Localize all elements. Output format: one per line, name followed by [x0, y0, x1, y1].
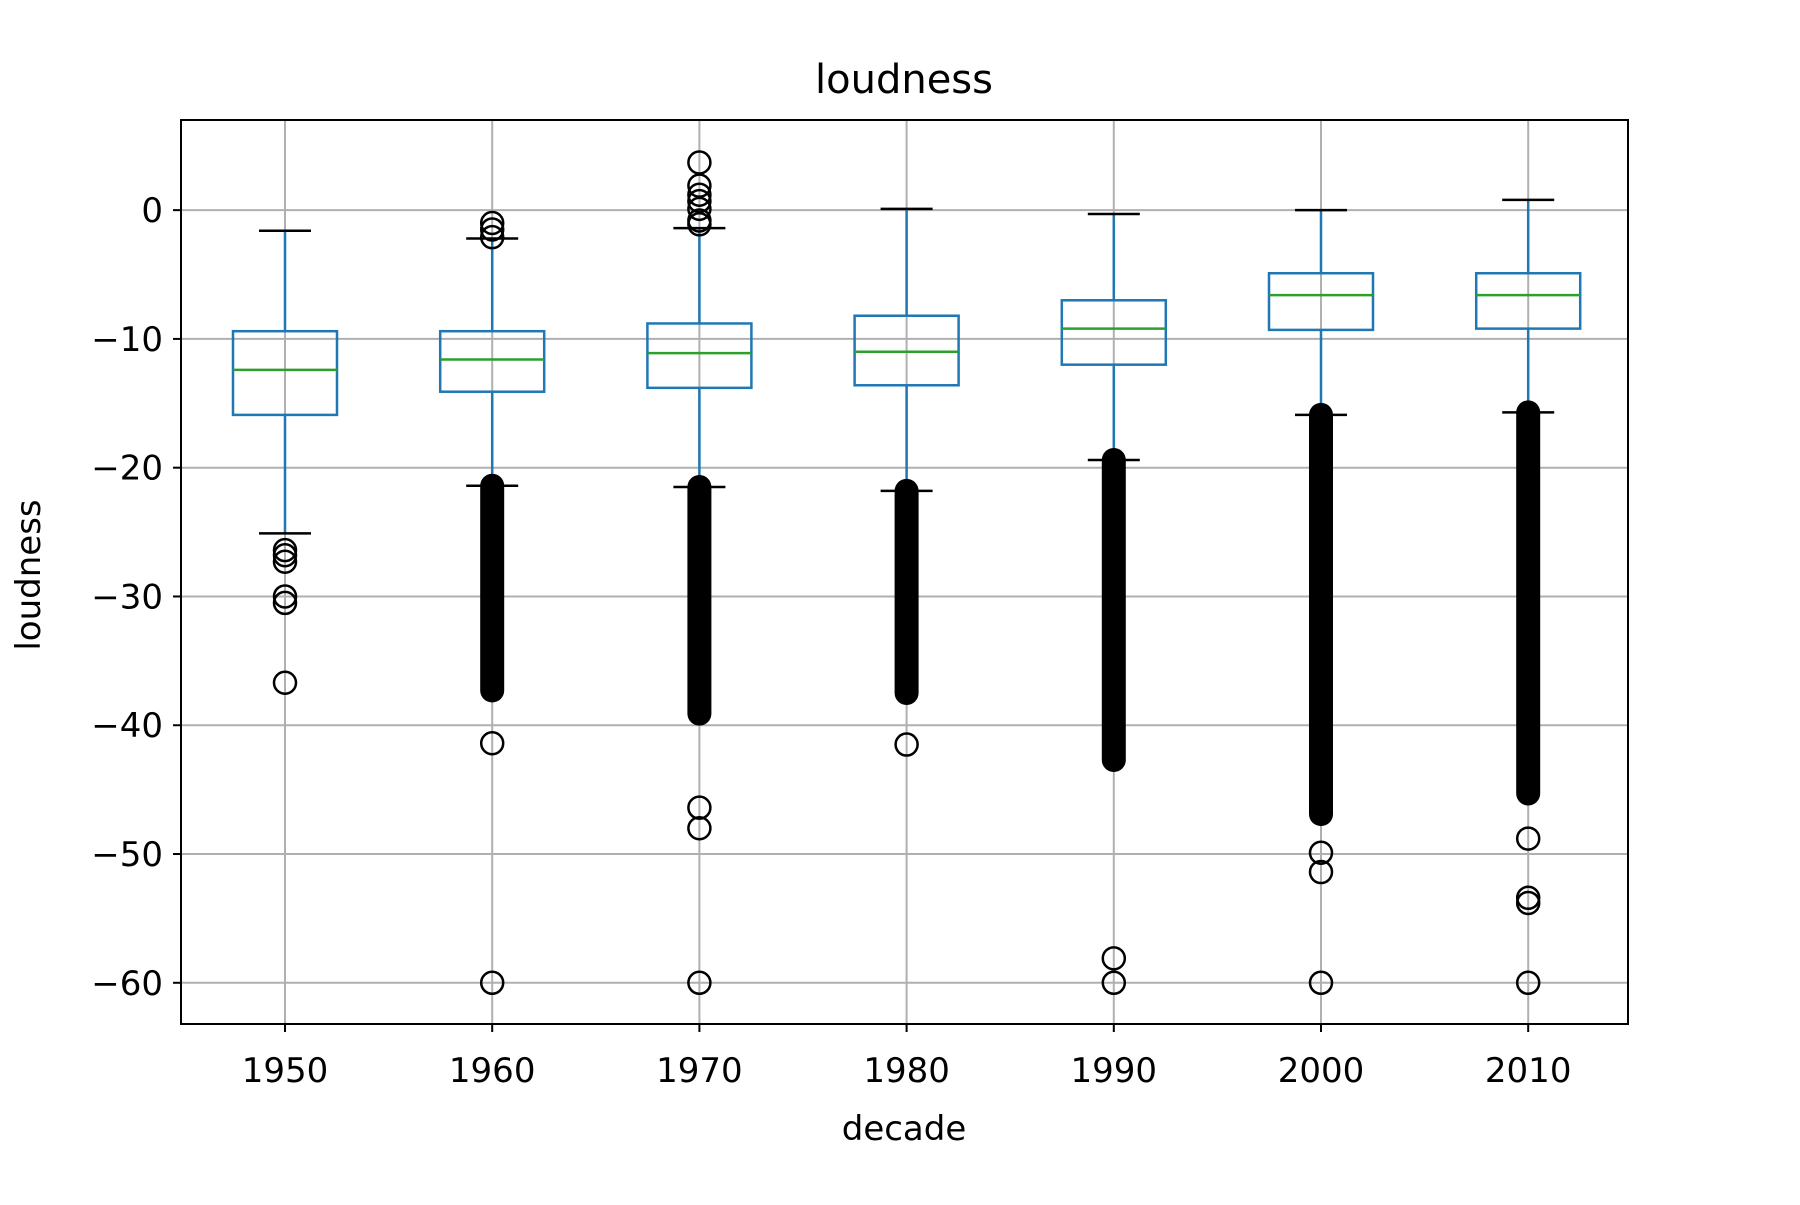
- outlier-point: [687, 795, 712, 820]
- x-tick-label: 1950: [242, 1051, 329, 1091]
- iqr-box: [438, 329, 546, 393]
- plot-frame: [180, 119, 1629, 1025]
- outlier-point: [894, 732, 919, 757]
- outlier-point: [1515, 826, 1541, 851]
- iqr-box: [1060, 299, 1168, 366]
- outlier-point: [1101, 946, 1127, 971]
- x-tick-label: 1960: [449, 1051, 536, 1091]
- chart-title: loudness: [815, 57, 993, 103]
- x-tick-label: 2010: [1485, 1051, 1572, 1091]
- outlier-point: [1101, 970, 1127, 996]
- iqr-box: [1267, 271, 1375, 332]
- iqr-box: [646, 322, 753, 390]
- x-axis-title: decade: [842, 1109, 967, 1149]
- outlier-point: [1308, 840, 1334, 865]
- outlier-point: [1308, 970, 1334, 996]
- outlier-point: [687, 196, 712, 222]
- outlier-layer: [272, 150, 1541, 996]
- outlier-point: [272, 584, 298, 609]
- outlier-point: [479, 731, 505, 756]
- x-tick-label: 1980: [863, 1051, 950, 1091]
- y-axis-title: loudness: [9, 499, 49, 650]
- outlier-point: [687, 182, 712, 207]
- x-tick-label: 1970: [656, 1051, 743, 1091]
- outlier-point: [687, 970, 712, 996]
- outlier-point: [479, 970, 505, 996]
- y-tick-label: −20: [91, 449, 163, 489]
- outlier-point: [687, 212, 712, 237]
- y-tick-label: −40: [91, 706, 163, 746]
- iqr-box: [1474, 271, 1582, 330]
- outlier-point: [272, 590, 298, 616]
- tick-layer: 0 −10 −20 −30 −40 −50 −60 1950 1960 1970 1980 1990 2…: [91, 191, 1571, 1091]
- outlier-point: [687, 816, 712, 841]
- box-layer: [231, 198, 1582, 535]
- outlier-point: [272, 670, 298, 695]
- y-tick-label: −50: [91, 835, 163, 875]
- outlier-point: [272, 549, 298, 574]
- y-tick-label: −10: [91, 320, 163, 360]
- y-tick-label: −60: [91, 964, 163, 1004]
- x-tick-label: 2000: [1278, 1051, 1365, 1091]
- outlier-point: [1515, 970, 1541, 996]
- iqr-box: [231, 329, 339, 417]
- outlier-point: [272, 543, 298, 568]
- outlier-point: [479, 210, 505, 236]
- outlier-point: [1515, 890, 1541, 916]
- iqr-box: [853, 314, 960, 387]
- outlier-point: [1308, 859, 1334, 885]
- x-tick-label: 1990: [1071, 1051, 1158, 1091]
- outlier-point: [479, 217, 505, 242]
- y-tick-label: 0: [141, 191, 163, 231]
- y-tick-label: −30: [91, 577, 163, 617]
- outlier-point: [479, 224, 505, 250]
